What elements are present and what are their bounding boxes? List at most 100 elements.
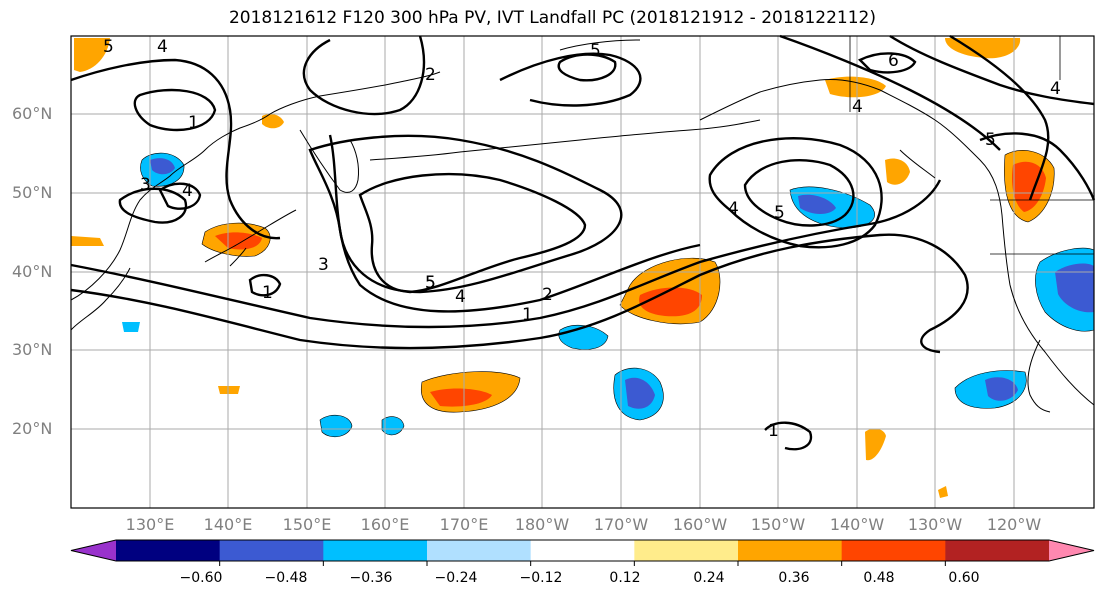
- lat-label: 60°N: [12, 104, 53, 123]
- coastline-aleutians: [369, 119, 761, 161]
- pv-contour-north-2: [499, 52, 642, 107]
- contour-label: 1: [768, 421, 779, 441]
- colorbar-segment: [323, 540, 428, 561]
- pv-contour-west-small-2: [158, 182, 202, 210]
- map-frame: [70, 35, 1095, 509]
- negative-anomaly-sea-of-okhotsk-core: [150, 158, 175, 175]
- pv-contour-northeast: [979, 132, 1096, 201]
- lon-label: 130°E: [125, 515, 175, 534]
- pv-contour-north-5: [857, 52, 917, 74]
- contour-label: 5: [103, 37, 114, 57]
- colorbar-tick-label: 0.24: [693, 570, 725, 586]
- colorbar-segment: [219, 540, 324, 561]
- lon-label: 160°E: [360, 515, 410, 534]
- colorbar-segment: [738, 540, 843, 561]
- contour-label: 3: [140, 175, 151, 195]
- pv-contour-2: [70, 179, 942, 329]
- colorbar-tick-label: −0.12: [519, 570, 563, 586]
- pv-contour-north-4: [889, 34, 1095, 106]
- contour-label: 4: [728, 199, 739, 219]
- coastline-north-america: [899, 119, 1095, 406]
- contour-label: 4: [182, 181, 193, 201]
- contour-label: 1: [522, 305, 533, 325]
- positive-anomaly-small-4: [71, 236, 104, 246]
- colorbar-extend-min: [71, 540, 116, 561]
- contour-label: 5: [425, 273, 436, 293]
- negative-anomaly-hawaii-core: [625, 377, 655, 409]
- lon-label: 170°E: [439, 515, 489, 534]
- lon-label: 160°W: [672, 515, 728, 534]
- contour-label: 4: [157, 37, 168, 57]
- positive-anomaly-north-top: [945, 38, 1021, 59]
- borders: [849, 36, 1094, 255]
- lon-label: 150°E: [282, 515, 332, 534]
- pv-contour-west-north: [133, 88, 217, 132]
- pv-contour-north-1: [302, 35, 426, 116]
- colorbar-tick-label: 0.12: [609, 570, 641, 586]
- contour-labels: 5 4 2 5 6 4 1 3 4 4 5 5 4 5 3 5 4 2 1 1 …: [103, 37, 1061, 441]
- coastline-kamchatka: [299, 129, 359, 193]
- colorbar-extend-max: [1049, 540, 1094, 561]
- pv-contour-5-east: [743, 159, 855, 227]
- pv-contour-4-east: [708, 137, 883, 249]
- coastline-alaska: [559, 39, 936, 121]
- negative-anomaly-small-2: [319, 414, 353, 438]
- positive-anomaly-small-2: [865, 428, 886, 461]
- colorbar-tick-label: −0.60: [179, 570, 223, 586]
- contour-label: 1: [262, 283, 273, 303]
- lon-label: 180°W: [514, 515, 570, 534]
- colorbar-segment: [841, 540, 946, 561]
- figure-title: 2018121612 F120 300 hPa PV, IVT Landfall…: [228, 8, 876, 28]
- pv-contours: [70, 34, 1096, 451]
- lat-label: 30°N: [12, 340, 53, 359]
- lat-label: 50°N: [12, 183, 53, 202]
- coastline-baja: [1027, 339, 1051, 413]
- graticule: [71, 36, 1094, 508]
- lat-label: 40°N: [12, 262, 53, 281]
- colorbar-tick-label: 0.36: [778, 570, 810, 586]
- colorbar-segment: [427, 540, 532, 561]
- positive-anomaly-south-core: [430, 388, 492, 407]
- pv-contour-small-1: [248, 273, 282, 297]
- lon-label: 150°W: [750, 515, 806, 534]
- positive-anomaly-central-core: [639, 287, 702, 317]
- positive-anomaly-small-6: [938, 486, 948, 498]
- pv-contour-north-6: [949, 34, 1050, 201]
- lon-label: 120°W: [986, 515, 1042, 534]
- colorbar-tick-label: 0.48: [863, 570, 895, 586]
- pv-contour-nw: [70, 58, 281, 240]
- colorbar-segment: [530, 540, 635, 561]
- pv-contour-1: [70, 233, 969, 354]
- negative-anomaly-california-core: [1055, 263, 1094, 313]
- colorbar-segment: [116, 540, 221, 561]
- contour-label: 2: [542, 285, 553, 305]
- contour-label: 4: [455, 287, 466, 307]
- lat-label: 20°N: [12, 419, 53, 438]
- positive-anomaly-northwest-core: [1012, 161, 1046, 212]
- pv-contour-small-3: [557, 53, 617, 82]
- lon-label: 170°W: [593, 515, 649, 534]
- contour-label: 4: [1050, 79, 1061, 99]
- coastline-asia: [70, 71, 441, 331]
- pv-contour-5-west: [358, 172, 587, 294]
- negative-anomaly-gulf-core: [798, 194, 836, 214]
- pv-contour-4-west: [308, 134, 623, 294]
- contour-label: 5: [985, 130, 996, 150]
- contour-label: 6: [888, 51, 899, 71]
- positive-anomaly-small-5: [218, 386, 240, 394]
- colorbar-segment: [634, 540, 739, 561]
- contour-label: 4: [852, 97, 863, 117]
- negative-anomaly-subtropical-east-core: [985, 377, 1018, 401]
- colorbar-tick-label: −0.24: [434, 570, 478, 586]
- positive-anomaly-small-1: [885, 158, 910, 185]
- colorbar-outline: [70, 539, 1095, 562]
- colorbar-tick-label: −0.36: [349, 570, 393, 586]
- negative-anomaly-small-4: [122, 322, 140, 332]
- pv-contour-west-small: [118, 187, 188, 224]
- colorbar-segment: [945, 540, 1050, 561]
- positive-anomaly-nw-corner: [74, 38, 110, 72]
- contour-label: 1: [188, 113, 199, 133]
- colorbar-tick-label: 0.60: [948, 570, 980, 586]
